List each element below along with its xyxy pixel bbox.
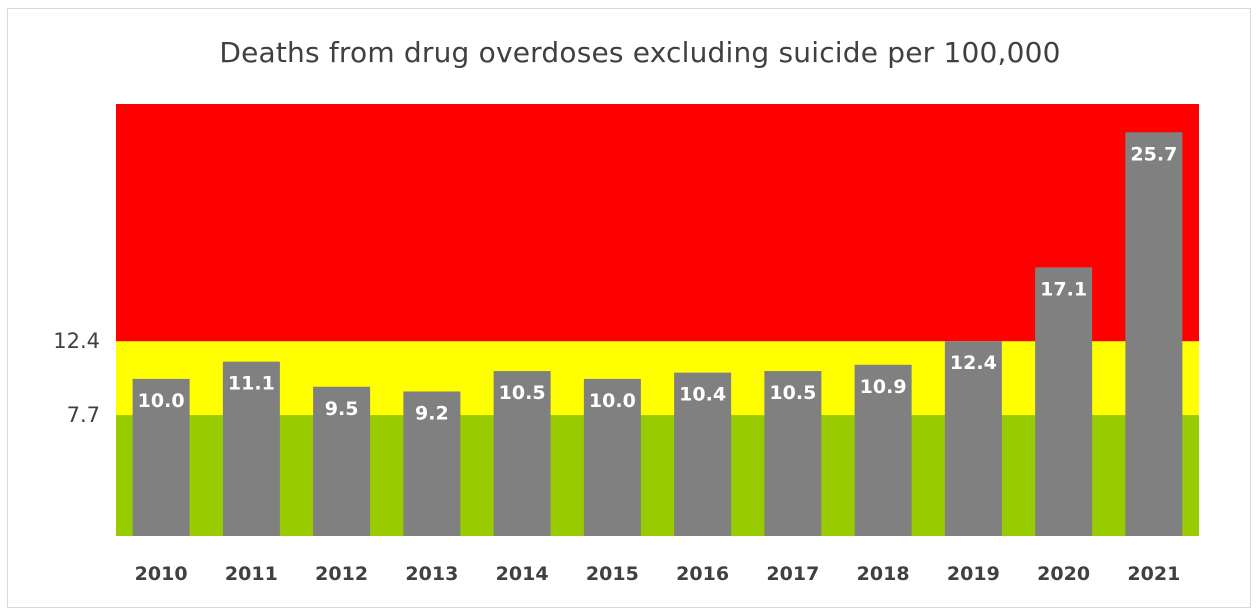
data-label-2018: 10.9 xyxy=(860,376,907,398)
y-tick-12.4: 12.4 xyxy=(53,329,100,353)
bar-2020 xyxy=(1035,267,1093,536)
bar-2018 xyxy=(854,364,912,536)
x-tick-2021: 2021 xyxy=(1127,563,1180,585)
bar-2015 xyxy=(583,378,641,536)
chart-title: Deaths from drug overdoses excluding sui… xyxy=(219,36,1061,69)
data-label-2014: 10.5 xyxy=(499,382,546,404)
x-tick-2012: 2012 xyxy=(315,563,368,585)
data-label-2015: 10.0 xyxy=(589,390,636,412)
y-axis-ticks: 7.7 12.4 xyxy=(53,329,100,427)
green-band xyxy=(116,415,1199,536)
x-tick-2014: 2014 xyxy=(496,563,549,585)
bar-2014 xyxy=(493,371,551,536)
x-tick-2013: 2013 xyxy=(405,563,458,585)
data-labels: 10.0 11.1 9.5 9.2 10.5 10.0 10.4 10.5 10.9 12.4 17… xyxy=(138,143,1178,424)
data-label-2020: 17.1 xyxy=(1040,278,1087,300)
data-label-2016: 10.4 xyxy=(679,384,726,406)
x-tick-2020: 2020 xyxy=(1037,563,1090,585)
bar-2011 xyxy=(222,361,280,536)
x-tick-2010: 2010 xyxy=(135,563,188,585)
bar-2013 xyxy=(403,391,461,536)
data-label-2011: 11.1 xyxy=(228,373,275,395)
bar-2012 xyxy=(313,386,371,536)
x-tick-2019: 2019 xyxy=(947,563,1000,585)
bar-2021 xyxy=(1125,132,1183,536)
data-label-2019: 12.4 xyxy=(950,352,997,374)
x-tick-2011: 2011 xyxy=(225,563,278,585)
x-tick-2017: 2017 xyxy=(766,563,819,585)
yellow-band xyxy=(116,341,1199,416)
x-tick-2016: 2016 xyxy=(676,563,729,585)
x-tick-2018: 2018 xyxy=(857,563,910,585)
bar-2017 xyxy=(764,371,822,536)
bar-2010 xyxy=(132,378,190,536)
bars xyxy=(132,132,1183,536)
data-label-2012: 9.5 xyxy=(325,398,359,420)
bar-2016 xyxy=(674,372,732,536)
threshold-bands xyxy=(116,104,1199,536)
x-tick-2015: 2015 xyxy=(586,563,639,585)
data-label-2013: 9.2 xyxy=(415,402,449,424)
bar-2019 xyxy=(944,341,1002,536)
x-axis-ticks: 2010 2011 2012 2013 2014 2015 2016 2017 2018 2019… xyxy=(135,563,1181,585)
data-label-2017: 10.5 xyxy=(769,382,816,404)
red-band xyxy=(116,104,1199,342)
data-label-2021: 25.7 xyxy=(1130,143,1177,165)
y-tick-7.7: 7.7 xyxy=(67,403,100,427)
data-label-2010: 10.0 xyxy=(138,390,185,412)
